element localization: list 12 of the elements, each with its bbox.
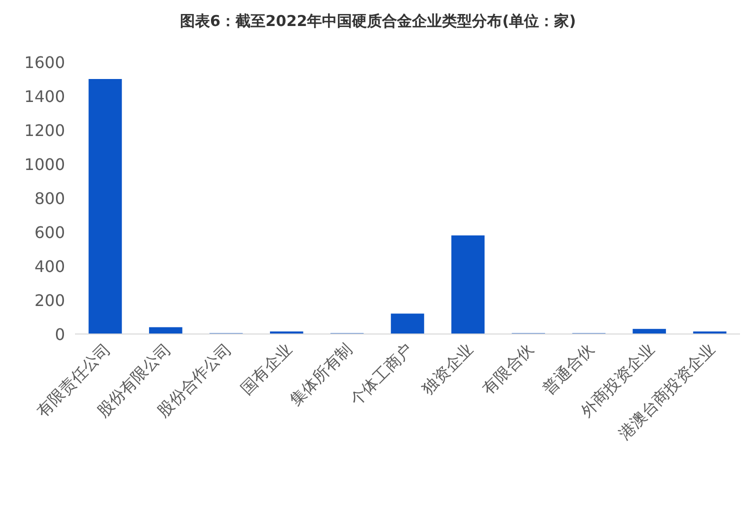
chart-title: 图表6：截至2022年中国硬质合金企业类型分布(单位：家): [180, 12, 576, 30]
x-tick-label: 独资企业: [418, 339, 477, 398]
y-tick-label: 1400: [24, 87, 65, 106]
x-tick-label: 有限合伙: [478, 339, 538, 398]
y-tick-label: 400: [34, 257, 65, 276]
y-tick-label: 1600: [24, 53, 65, 72]
y-tick-label: 200: [34, 291, 65, 310]
y-tick-label: 0: [54, 325, 65, 344]
y-tick-label: 800: [34, 189, 65, 208]
y-tick-label: 1200: [24, 121, 65, 140]
y-tick-label: 600: [34, 223, 65, 242]
y-tick-label: 1000: [24, 155, 65, 174]
